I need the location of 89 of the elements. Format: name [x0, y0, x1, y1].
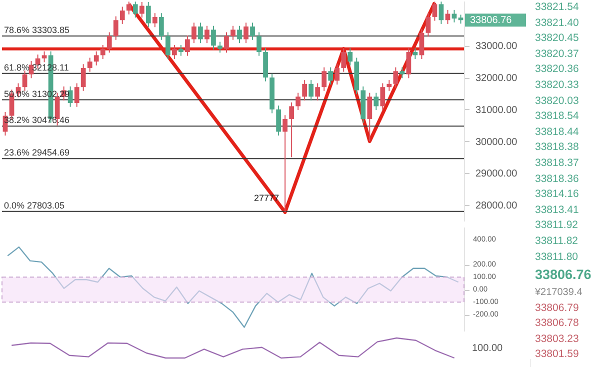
candlestick [328, 66, 334, 86]
candlestick [367, 92, 372, 142]
candlestick [132, 1, 138, 18]
candlestick [322, 66, 327, 92]
text: 33811.80 [535, 250, 580, 264]
y-tick-label: 28000.00 [476, 200, 518, 212]
candlestick [341, 48, 346, 72]
candlestick [438, 1, 444, 24]
text: ¥217039.4 [535, 286, 584, 300]
text: 33814.16 [535, 187, 580, 202]
candlestick [406, 48, 412, 79]
line-series [7, 246, 459, 328]
candlestick [87, 57, 92, 72]
candlestick [100, 44, 106, 60]
candlestick [146, 1, 151, 28]
text: 33801.59 [535, 347, 580, 362]
ref-line-label: 0.0% 27803.05 [4, 200, 65, 210]
candlestick [165, 32, 170, 60]
text: 33813.41 [535, 202, 580, 218]
y-tick-label: 32000.00 [476, 73, 518, 84]
candlestick [80, 64, 86, 92]
text: 33818.36 [535, 172, 580, 187]
text: 33821.54 [535, 0, 580, 15]
candlestick [185, 34, 190, 56]
candlestick [315, 82, 320, 101]
candlestick [94, 50, 99, 66]
candlestick [158, 12, 164, 40]
candlestick [68, 86, 73, 108]
text: 33806.76 [535, 266, 592, 284]
text: 33820.03 [535, 94, 580, 109]
candlestick [224, 32, 229, 54]
text: 33820.45 [535, 31, 580, 46]
candlestick [400, 66, 405, 79]
text: 33821.40 [535, 16, 580, 31]
candlestick [113, 16, 118, 40]
candlestick [250, 22, 255, 40]
text: 33820.36 [535, 62, 580, 78]
candlestick [42, 50, 47, 63]
candlestick [230, 25, 236, 40]
text: 33820.33 [535, 78, 580, 93]
candlestick [237, 25, 242, 44]
candlestick [289, 102, 294, 158]
candlestick [386, 80, 392, 92]
candlestick [192, 22, 196, 44]
candlestick [432, 1, 438, 22]
y-tick-label: 29000.00 [476, 168, 518, 180]
text: 33818.38 [535, 140, 580, 156]
ref-line-label: 23.6% 29454.69 [4, 148, 70, 158]
text: 33811.82 [535, 234, 580, 249]
candlestick [218, 41, 222, 54]
candlestick [139, 1, 144, 18]
text: 33818.54 [535, 109, 580, 124]
candlestick [152, 12, 158, 28]
text: 33806.78 [535, 316, 580, 332]
candlestick [426, 12, 431, 38]
text: 33811.92 [535, 218, 580, 234]
candlestick [419, 28, 424, 60]
y-tick-label: 33000.00 [476, 41, 518, 52]
y-tick-label: 31000.00 [476, 104, 518, 116]
candlestick [282, 114, 288, 213]
text: 33818.44 [535, 124, 580, 140]
candlestick [126, 1, 132, 15]
candlestick [22, 70, 28, 92]
candlestick [178, 44, 184, 56]
ref-line-label: 78.6% 33303.85 [4, 24, 70, 35]
candlestick [348, 48, 353, 66]
candlestick [374, 92, 379, 111]
text: 33806.76 [470, 15, 512, 26]
text: 33818.37 [535, 156, 580, 171]
candlestick [204, 25, 210, 44]
text: 33803.23 [535, 332, 580, 347]
y-tick-label: 30000.00 [476, 136, 518, 148]
text: 33806.79 [535, 300, 580, 316]
candlestick [380, 82, 386, 111]
candlestick [244, 22, 248, 44]
text: 33820.37 [535, 46, 580, 62]
candlestick [393, 66, 398, 88]
candlestick [198, 22, 203, 44]
candlestick [106, 32, 112, 54]
candlestick [256, 32, 262, 56]
candlestick [74, 82, 80, 108]
candlestick [308, 80, 314, 101]
candlestick [120, 6, 125, 24]
candlestick [334, 64, 340, 86]
candlestick [296, 92, 301, 111]
candlestick [211, 25, 216, 50]
candlestick [302, 80, 308, 101]
candlestick [276, 105, 281, 136]
candlestick [172, 44, 177, 60]
